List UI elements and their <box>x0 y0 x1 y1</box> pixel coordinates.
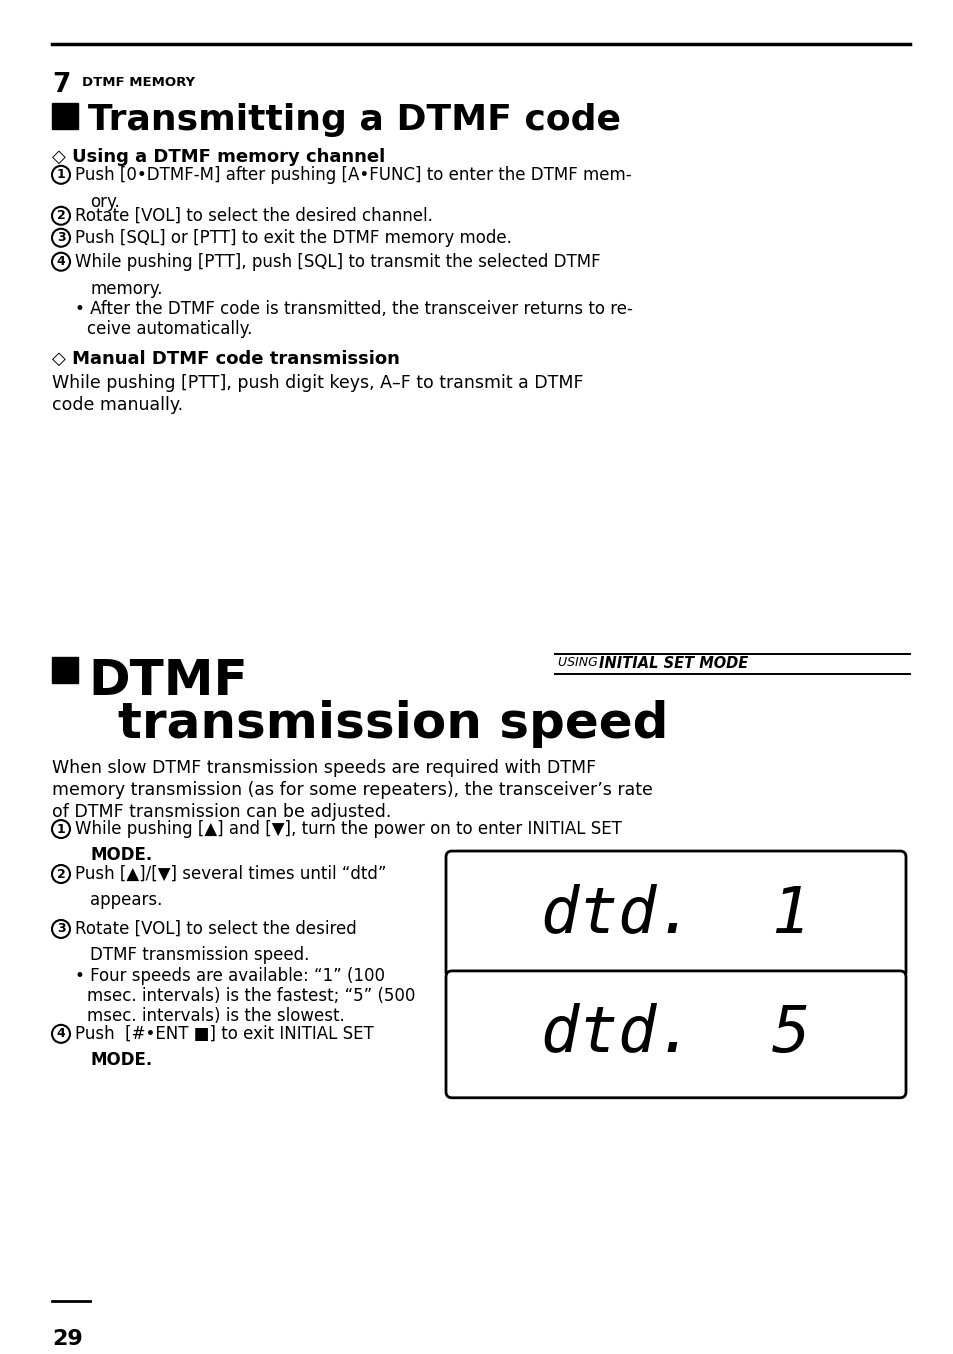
Text: While pushing [PTT], push digit keys, A–F to transmit a DTMF: While pushing [PTT], push digit keys, A–… <box>52 374 583 391</box>
Text: When slow DTMF transmission speeds are required with DTMF: When slow DTMF transmission speeds are r… <box>52 760 596 777</box>
Text: • After the DTMF code is transmitted, the transceiver returns to re-: • After the DTMF code is transmitted, th… <box>75 299 632 318</box>
Text: DTMF: DTMF <box>88 657 248 705</box>
Bar <box>52 103 78 129</box>
Text: 2: 2 <box>56 868 66 880</box>
Text: Push [▲]/[▼] several times until “dtd”: Push [▲]/[▼] several times until “dtd” <box>75 865 386 883</box>
Text: ◇ Using a DTMF memory channel: ◇ Using a DTMF memory channel <box>52 148 385 165</box>
Text: MODE.: MODE. <box>90 1051 152 1068</box>
Text: DTMF MEMORY: DTMF MEMORY <box>82 76 195 89</box>
Text: transmission speed: transmission speed <box>118 700 668 749</box>
Text: 29: 29 <box>52 1328 83 1349</box>
Text: Transmitting a DTMF code: Transmitting a DTMF code <box>88 103 620 137</box>
Text: MODE.: MODE. <box>90 846 152 864</box>
Text: DTMF transmission speed.: DTMF transmission speed. <box>90 946 309 964</box>
Text: 3: 3 <box>56 232 65 244</box>
Text: • Four speeds are available: “1” (100: • Four speeds are available: “1” (100 <box>75 967 385 984</box>
Text: memory transmission (as for some repeaters), the transceiver’s rate: memory transmission (as for some repeate… <box>52 781 652 799</box>
FancyBboxPatch shape <box>446 971 905 1098</box>
Text: 4: 4 <box>56 255 66 268</box>
Text: 1: 1 <box>56 168 66 181</box>
Text: Push [SQL] or [PTT] to exit the DTMF memory mode.: Push [SQL] or [PTT] to exit the DTMF mem… <box>75 229 512 246</box>
Text: memory.: memory. <box>90 280 162 298</box>
Text: 7: 7 <box>52 72 71 97</box>
Text: Rotate [VOL] to select the desired: Rotate [VOL] to select the desired <box>75 919 356 938</box>
Text: USING: USING <box>558 657 601 669</box>
Text: ◇ Manual DTMF code transmission: ◇ Manual DTMF code transmission <box>52 349 399 367</box>
Text: ceive automatically.: ceive automatically. <box>87 320 253 337</box>
Text: msec. intervals) is the fastest; “5” (500: msec. intervals) is the fastest; “5” (50… <box>87 987 415 1005</box>
Text: msec. intervals) is the slowest.: msec. intervals) is the slowest. <box>87 1007 344 1025</box>
Bar <box>52 657 78 684</box>
Text: Push [0•DTMF-M] after pushing [A•FUNC] to enter the DTMF mem-: Push [0•DTMF-M] after pushing [A•FUNC] t… <box>75 165 631 184</box>
Text: While pushing [PTT], push [SQL] to transmit the selected DTMF: While pushing [PTT], push [SQL] to trans… <box>75 253 600 271</box>
FancyBboxPatch shape <box>446 852 905 978</box>
Text: 1: 1 <box>56 823 66 835</box>
Text: ory.: ory. <box>90 192 120 211</box>
Text: dtd.  5: dtd. 5 <box>540 1003 810 1066</box>
Text: of DTMF transmission can be adjusted.: of DTMF transmission can be adjusted. <box>52 803 391 821</box>
Text: While pushing [▲] and [▼], turn the power on to enter INITIAL SET: While pushing [▲] and [▼], turn the powe… <box>75 821 621 838</box>
Text: dtd.  1: dtd. 1 <box>540 883 810 945</box>
Text: 3: 3 <box>56 922 65 936</box>
Text: 4: 4 <box>56 1028 66 1040</box>
Text: Push  [#•ENT ■] to exit INITIAL SET: Push [#•ENT ■] to exit INITIAL SET <box>75 1025 374 1043</box>
Text: INITIAL SET MODE: INITIAL SET MODE <box>598 657 747 672</box>
Text: appears.: appears. <box>90 891 162 909</box>
Text: 2: 2 <box>56 210 66 222</box>
Text: code manually.: code manually. <box>52 395 183 413</box>
Text: Rotate [VOL] to select the desired channel.: Rotate [VOL] to select the desired chann… <box>75 207 433 225</box>
